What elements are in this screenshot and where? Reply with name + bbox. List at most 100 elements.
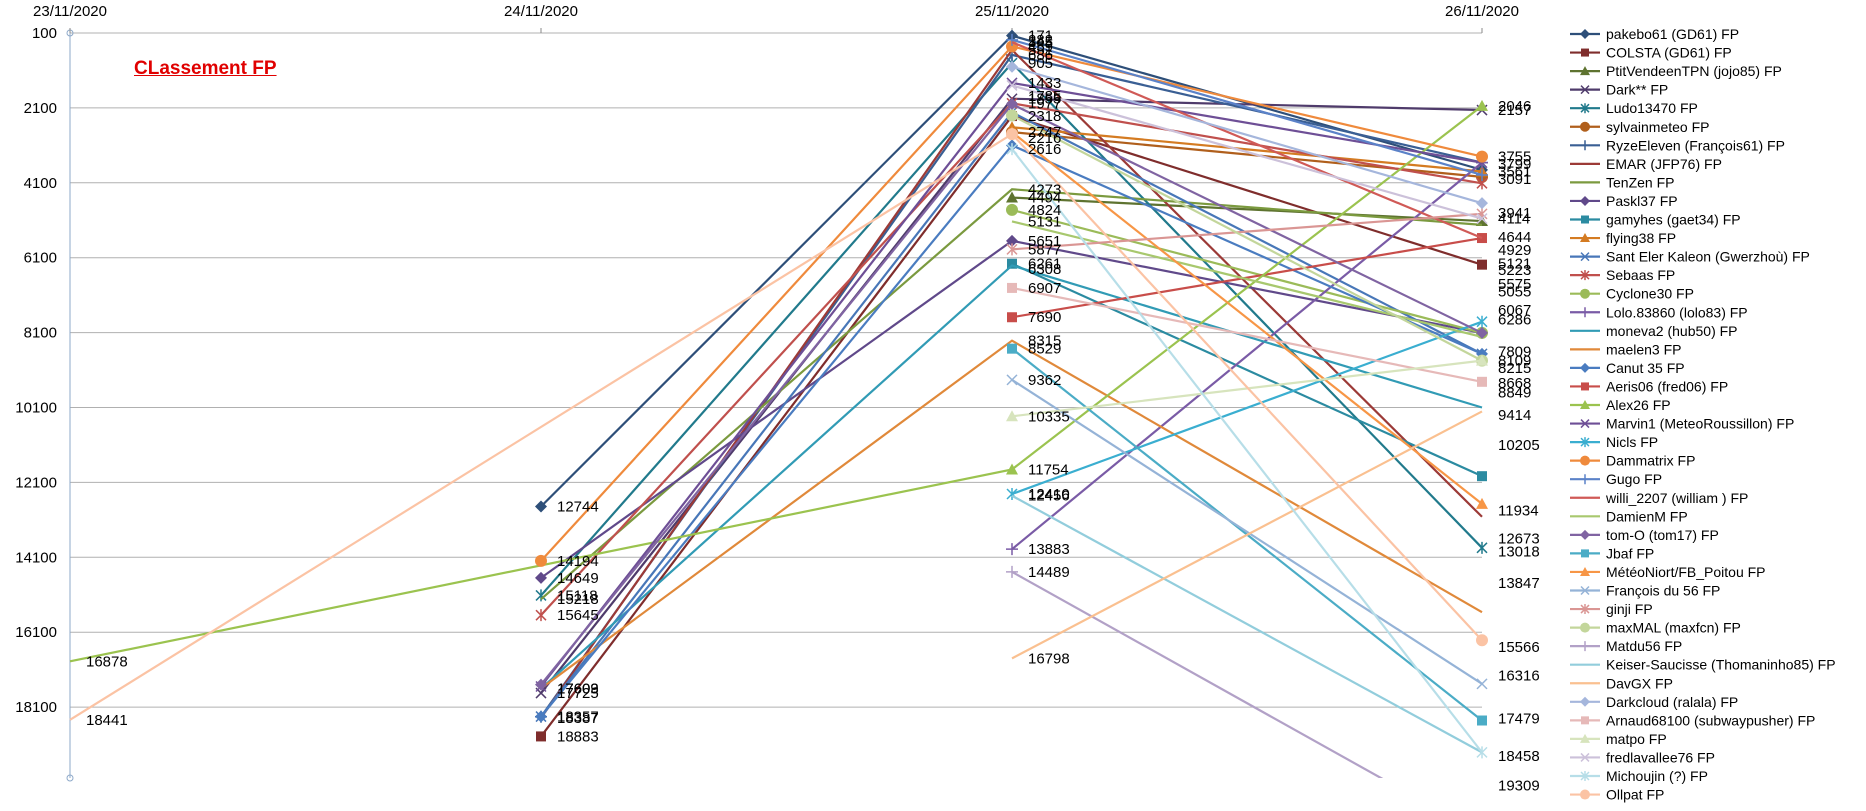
data-label: 8109 <box>1498 353 1531 370</box>
legend-label: TenZen FP <box>1606 174 1674 190</box>
legend-label: Ollpat FP <box>1606 787 1664 803</box>
data-label: 6067 <box>1498 302 1531 319</box>
series-path <box>1011 126 1483 173</box>
legend-label: Michoujin (?) FP <box>1606 768 1708 784</box>
data-point <box>1476 634 1488 647</box>
data-label: 686 <box>1028 47 1053 64</box>
legend-entry: Darkcloud (ralala) FP <box>1570 694 1738 710</box>
data-point <box>1007 312 1017 323</box>
legend-entry: Jbaf FP <box>1570 545 1654 561</box>
data-point <box>1580 419 1590 429</box>
legend-label: RyzeEleven (François61) FP <box>1606 137 1785 153</box>
legend-entry: EMAR (JFP76) FP <box>1570 156 1722 172</box>
y-tick-label: 14100 <box>15 549 57 566</box>
series-line <box>1006 565 1384 778</box>
data-point <box>1580 789 1590 800</box>
data-label: 16878 <box>86 653 128 670</box>
series-line <box>1011 41 1483 240</box>
data-label: 18441 <box>86 712 128 729</box>
legend-entry: Michoujin (?) FP <box>1570 768 1708 784</box>
data-point <box>535 554 547 567</box>
legend-label: Darkcloud (ralala) FP <box>1606 694 1738 710</box>
data-point <box>535 500 547 513</box>
data-point <box>1476 354 1488 366</box>
y-tick-label: 18100 <box>15 699 57 716</box>
data-point <box>1477 715 1487 726</box>
x-tick-label: 23/11/2020 <box>33 3 107 20</box>
data-point <box>1476 168 1488 181</box>
data-point <box>1580 437 1590 448</box>
data-point <box>1580 29 1590 39</box>
series-path <box>1011 320 1483 496</box>
series-line <box>540 339 1483 690</box>
legend-label: ginji FP <box>1606 601 1653 617</box>
series-path <box>1011 208 1483 335</box>
legend-label: MétéoNiort/FB_Poitou FP <box>1606 564 1766 580</box>
legend-label: Dammatrix FP <box>1606 453 1695 469</box>
data-label: 3755 <box>1498 149 1531 166</box>
data-label: 7690 <box>1028 309 1061 326</box>
data-point <box>1580 103 1590 114</box>
series-path <box>1011 161 1483 551</box>
legend-entry: Ludo13470 FP <box>1570 100 1698 116</box>
data-label: 8315 <box>1028 333 1061 350</box>
series-line <box>1011 220 1483 338</box>
legend-entry: Matdu56 FP <box>1570 638 1682 654</box>
series-path <box>1011 378 1483 685</box>
data-label: 5055 <box>1498 283 1531 300</box>
legend-label: gamyhes (gaet34) FP <box>1606 212 1741 228</box>
data-label: 9414 <box>1498 407 1531 424</box>
legend-entry: DavGX FP <box>1570 675 1673 691</box>
data-label: 5877 <box>1028 241 1061 258</box>
data-point <box>1006 128 1018 141</box>
data-point <box>1580 474 1590 485</box>
data-label: 4929 <box>1498 242 1531 259</box>
data-point <box>535 710 547 723</box>
data-label: 18458 <box>1498 748 1540 765</box>
legend-entry: Marvin1 (MeteoRoussillon) FP <box>1570 416 1794 432</box>
data-label: 10205 <box>1498 437 1540 454</box>
legend-label: matpo FP <box>1606 731 1667 747</box>
data-label: 8529 <box>1028 341 1061 358</box>
data-point <box>1580 566 1590 576</box>
data-point <box>1580 362 1590 373</box>
data-label: 1433 <box>1028 75 1061 92</box>
series-path <box>1011 148 1483 754</box>
data-point <box>1477 259 1487 270</box>
data-label: 171 <box>1028 28 1053 45</box>
data-point <box>1476 746 1488 759</box>
data-point <box>1476 497 1488 509</box>
x-tick-label: 25/11/2020 <box>975 3 1049 20</box>
data-point <box>1476 315 1488 328</box>
legend-label: flying38 FP <box>1606 230 1676 246</box>
legend-entry: Arnaud68100 (subwaypusher) FP <box>1570 712 1815 728</box>
series-line <box>1006 33 1488 181</box>
data-point <box>1580 121 1590 132</box>
y-tick-label: 10100 <box>15 400 57 417</box>
legend-label: Alex26 FP <box>1606 397 1671 413</box>
data-label: 1855 <box>1028 91 1061 108</box>
data-point <box>1006 143 1018 156</box>
series-lines <box>69 29 1488 778</box>
legend-entry: Keiser-Saucisse (Thomaninho85) FP <box>1570 657 1836 673</box>
legend-entry: Paskl37 FP <box>1570 193 1678 209</box>
data-point <box>1580 529 1590 540</box>
legend-label: Marvin1 (MeteoRoussillon) FP <box>1606 416 1794 432</box>
legend-entry: Lolo.83860 (lolo83) FP <box>1570 304 1748 320</box>
series-line <box>1006 143 1488 759</box>
series-line <box>1011 410 1483 660</box>
legend-label: sylvainmeteo FP <box>1606 119 1709 135</box>
data-point <box>1006 79 1018 91</box>
legend-entry: maxMAL (maxfcn) FP <box>1570 620 1741 636</box>
x-tick-label: 26/11/2020 <box>1445 3 1519 20</box>
series-line <box>1011 494 1483 754</box>
data-label: 345 <box>1028 34 1053 51</box>
data-label: 13847 <box>1498 575 1540 592</box>
legend-entry: Dark** FP <box>1570 82 1668 98</box>
data-label: 459 <box>1028 38 1053 55</box>
data-label: 17725 <box>557 685 599 702</box>
data-point <box>536 731 546 742</box>
series-line <box>69 99 1488 663</box>
